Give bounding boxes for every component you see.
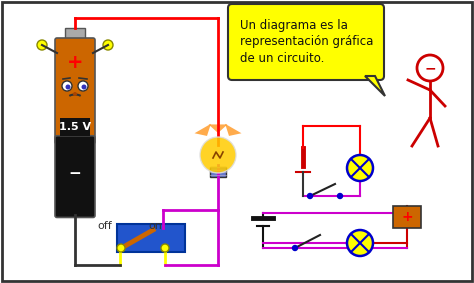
FancyBboxPatch shape [55, 38, 95, 144]
Polygon shape [225, 124, 241, 136]
Circle shape [347, 230, 373, 256]
Circle shape [337, 194, 343, 198]
Circle shape [103, 40, 113, 50]
Circle shape [62, 81, 72, 91]
Text: on: on [148, 221, 162, 231]
Bar [60, 118, 90, 136]
Circle shape [73, 92, 77, 96]
Circle shape [78, 81, 88, 91]
Text: 1.5 V: 1.5 V [59, 122, 91, 132]
Circle shape [82, 85, 86, 89]
Circle shape [37, 40, 47, 50]
Polygon shape [194, 124, 211, 136]
Bar [393, 206, 421, 228]
Circle shape [292, 245, 298, 250]
Text: Un diagrama es la
representación gráfica
de un circuito.: Un diagrama es la representación gráfica… [240, 18, 374, 65]
Circle shape [308, 194, 312, 198]
Polygon shape [365, 76, 385, 96]
Text: −: − [424, 61, 436, 75]
Circle shape [347, 155, 373, 181]
Bar [65, 28, 85, 40]
Circle shape [161, 244, 169, 252]
FancyBboxPatch shape [55, 136, 95, 217]
Text: +: + [401, 210, 413, 224]
Circle shape [200, 137, 236, 173]
Circle shape [117, 244, 125, 252]
Bar [210, 167, 226, 177]
FancyBboxPatch shape [228, 4, 384, 80]
Circle shape [65, 85, 71, 89]
Text: off: off [98, 221, 112, 231]
Polygon shape [209, 125, 228, 133]
Bar [117, 224, 185, 252]
Text: −: − [69, 166, 82, 181]
Text: +: + [67, 53, 83, 72]
